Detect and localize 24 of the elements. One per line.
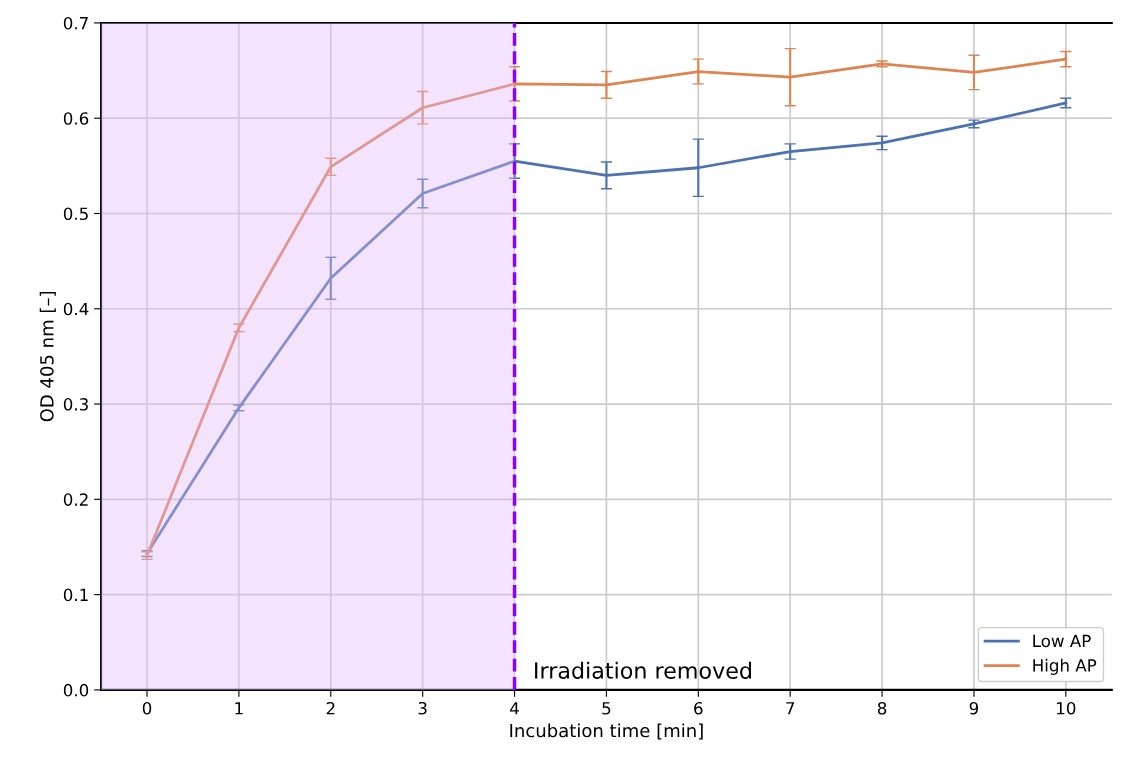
y-tick-label: 0.5 — [63, 207, 88, 221]
legend-label: Low AP — [1033, 634, 1091, 648]
x-tick-label: 1 — [235, 702, 243, 715]
x-tick-label: 5 — [602, 702, 611, 715]
legend-label: High AP — [1033, 658, 1097, 675]
y-tick-label: 0.3 — [63, 398, 88, 411]
x-axis-title: Incubation time [min] — [510, 723, 703, 740]
x-tick-label: 7 — [786, 702, 795, 715]
x-tick-label: 8 — [877, 701, 887, 715]
y-tick-label: 0.7 — [63, 16, 88, 30]
x-tick-label: 9 — [969, 701, 979, 715]
y-axis-title: OD 405 nm [–] — [39, 291, 56, 422]
x-tick-label: 2 — [326, 701, 335, 715]
y-tick-label: 0.4 — [63, 302, 89, 316]
x-tick-label: 3 — [418, 701, 427, 715]
x-tick-label: 6 — [694, 701, 703, 715]
y-tick-label: 0.1 — [63, 588, 88, 602]
y-tick-label: 0.6 — [63, 112, 89, 125]
ref-line-label: Irradiation removed — [535, 661, 751, 679]
y-tick-label: 0.0 — [63, 683, 89, 697]
y-tick-label: 0.2 — [63, 493, 88, 506]
x-tick-label: 10 — [1057, 701, 1076, 715]
x-tick-label: 4 — [510, 702, 519, 715]
x-tick-label: 0 — [142, 701, 152, 715]
